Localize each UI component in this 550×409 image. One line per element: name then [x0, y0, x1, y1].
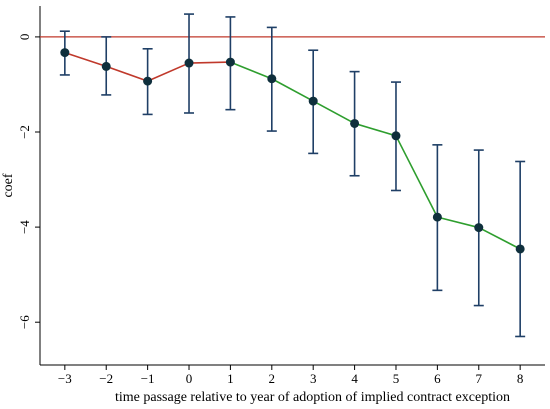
error-bars-group: [59, 13, 526, 338]
y-tick-label: 0: [17, 34, 32, 41]
series-line-segment: [478, 226, 521, 250]
data-point: [350, 118, 360, 128]
x-tick-label: −3: [58, 371, 72, 386]
tick-labels-group: −3 −2 −1 0 1 2 3 4 5 6 7 8 0 −2 −4 −6: [17, 34, 523, 386]
data-point: [515, 244, 525, 254]
data-point: [143, 76, 153, 86]
x-tick-label: 4: [351, 371, 358, 386]
x-tick-label: 2: [269, 371, 276, 386]
x-tick-label: −2: [99, 371, 113, 386]
points-group: [60, 48, 525, 254]
x-tick-label: 1: [227, 371, 234, 386]
x-tick-label: 6: [434, 371, 441, 386]
x-tick-label: 8: [517, 371, 524, 386]
x-tick-label: 5: [393, 371, 400, 386]
data-point: [474, 223, 484, 233]
x-tick-label: 0: [186, 371, 193, 386]
series-line-segment: [312, 100, 355, 125]
data-point: [391, 131, 401, 141]
series-line-segment: [354, 122, 397, 137]
data-point: [184, 58, 194, 68]
series-line-segment: [64, 51, 107, 68]
series-line-segment: [147, 62, 190, 82]
y-tick-label: −6: [17, 315, 32, 329]
series-line-segment: [395, 135, 439, 218]
x-tick-label: 3: [310, 371, 317, 386]
axes: [35, 6, 545, 370]
data-point: [60, 48, 70, 58]
series-line-segment: [188, 61, 231, 64]
data-point: [225, 57, 235, 67]
y-tick-label: −4: [17, 220, 32, 234]
series-line-segment: [437, 216, 479, 229]
x-tick-label: −1: [141, 371, 155, 386]
data-point: [308, 96, 318, 106]
y-axis-title: coef: [1, 173, 16, 197]
x-tick-label: 7: [476, 371, 483, 386]
series-line-segment: [271, 78, 314, 102]
data-point: [101, 61, 111, 71]
data-point: [267, 74, 277, 84]
data-point: [432, 212, 442, 222]
series-line-group: [64, 51, 521, 250]
series-line-segment: [105, 65, 148, 82]
x-axis-title: time passage relative to year of adoptio…: [115, 390, 510, 405]
y-tick-label: −2: [17, 125, 32, 139]
series-line-segment: [230, 61, 273, 80]
